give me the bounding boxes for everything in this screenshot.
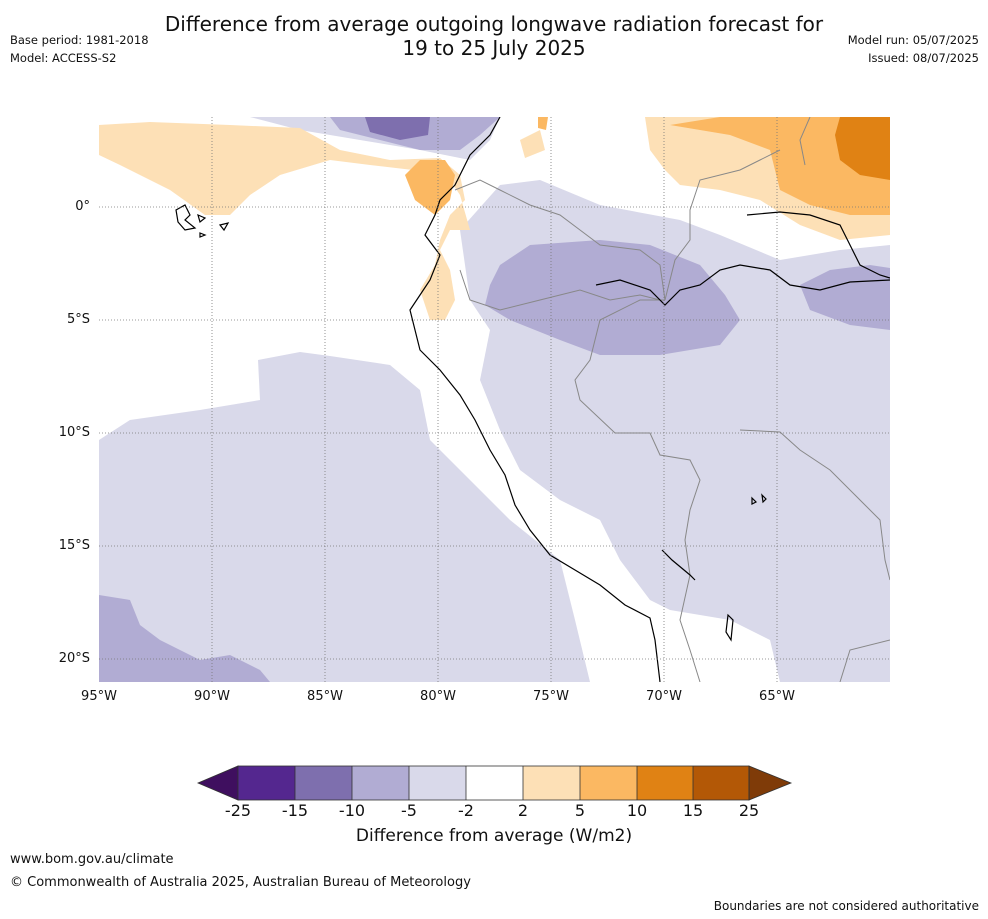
coastlines xyxy=(409,117,890,682)
chart-title: Difference from average outgoing longwav… xyxy=(0,12,988,60)
model-name: Model: ACCESS-S2 xyxy=(10,51,117,65)
colorbar-label: Difference from average (W/m2) xyxy=(355,826,633,846)
colorbar-tick: -15 xyxy=(281,801,309,820)
lon-label-95w: 95°W xyxy=(81,689,117,704)
issued-date: Issued: 08/07/2025 xyxy=(868,51,979,65)
anomaly-region-purple-southwest xyxy=(99,595,270,682)
colorbar-tick: 15 xyxy=(682,801,704,820)
colorbar-tick: -5 xyxy=(401,801,417,820)
title-line-2: 19 to 25 July 2025 xyxy=(402,36,586,60)
lon-label-90w: 90°W xyxy=(194,689,230,704)
website-link[interactable]: www.bom.gov.au/climate xyxy=(10,852,174,867)
anomaly-region-orange-ecuador xyxy=(405,160,455,215)
lon-label-80w: 80°W xyxy=(420,689,456,704)
title-line-1: Difference from average outgoing longwav… xyxy=(164,12,824,36)
anomaly-region-dark-orange xyxy=(835,117,890,180)
islands xyxy=(175,204,767,642)
anomaly-region-dark-purple-top xyxy=(365,117,430,140)
anomaly-region-orange-northeast xyxy=(670,117,890,215)
disclaimer-text: Boundaries are not considered authoritat… xyxy=(713,899,979,913)
colorbar-extend-low xyxy=(196,765,239,801)
meta-right: Model run: 05/07/2025 Issued: 08/07/2025 xyxy=(848,31,979,67)
colorbar-bin--2-2 xyxy=(466,766,523,800)
lat-label-10s: 10°S xyxy=(58,425,90,440)
colorbar-dividers xyxy=(294,766,694,800)
colorbar-bin--5--2 xyxy=(409,766,466,800)
colorbar xyxy=(196,765,793,801)
anomaly-region-purple-amazon xyxy=(485,240,740,355)
colorbar-tick: -25 xyxy=(224,801,252,820)
lat-label-15s: 15°S xyxy=(58,538,90,553)
colorbar-tick: 25 xyxy=(738,801,760,820)
lon-label-65w: 65°W xyxy=(759,689,795,704)
lon-label-70w: 70°W xyxy=(646,689,682,704)
map-area xyxy=(99,117,890,682)
colorbar-tick: -10 xyxy=(338,801,366,820)
anomaly-region-light-purple xyxy=(99,352,590,682)
colorbar-extend-high xyxy=(748,765,793,801)
colorbar-bin--15--10 xyxy=(295,766,352,800)
colorbar-bin--25--15 xyxy=(238,766,295,800)
lon-label-85w: 85°W xyxy=(307,689,343,704)
base-period: Base period: 1981-2018 xyxy=(10,33,149,47)
colorbar-bin-15-25 xyxy=(693,766,749,800)
colorbar-frame xyxy=(237,765,750,801)
colorbar-tick: 5 xyxy=(574,801,586,820)
model-run: Model run: 05/07/2025 xyxy=(847,33,979,47)
colorbar-bin-2-5 xyxy=(523,766,580,800)
lat-label-0: 0° xyxy=(75,199,90,214)
anomaly-region-light-orange-speck xyxy=(520,130,545,158)
colorbar-tick: 2 xyxy=(517,801,529,820)
colorbar-bin--10--5 xyxy=(352,766,409,800)
country-boundaries xyxy=(454,117,890,682)
copyright-text: © Commonwealth of Australia 2025, Austra… xyxy=(10,875,471,890)
colorbar-tick: -2 xyxy=(458,801,474,820)
colorbar-bin-5-10 xyxy=(580,766,637,800)
lat-label-20s: 20°S xyxy=(58,651,90,666)
colorbar-tick: 10 xyxy=(626,801,648,820)
graticule xyxy=(99,117,890,682)
lon-label-75w: 75°W xyxy=(533,689,569,704)
colorbar-bin-10-15 xyxy=(637,766,693,800)
lat-label-5s: 5°S xyxy=(66,312,90,327)
anomaly-region-orange-small xyxy=(538,117,548,130)
anomaly-region-light-orange-west xyxy=(99,122,470,320)
meta-left: Base period: 1981-2018 Model: ACCESS-S2 xyxy=(10,31,149,67)
